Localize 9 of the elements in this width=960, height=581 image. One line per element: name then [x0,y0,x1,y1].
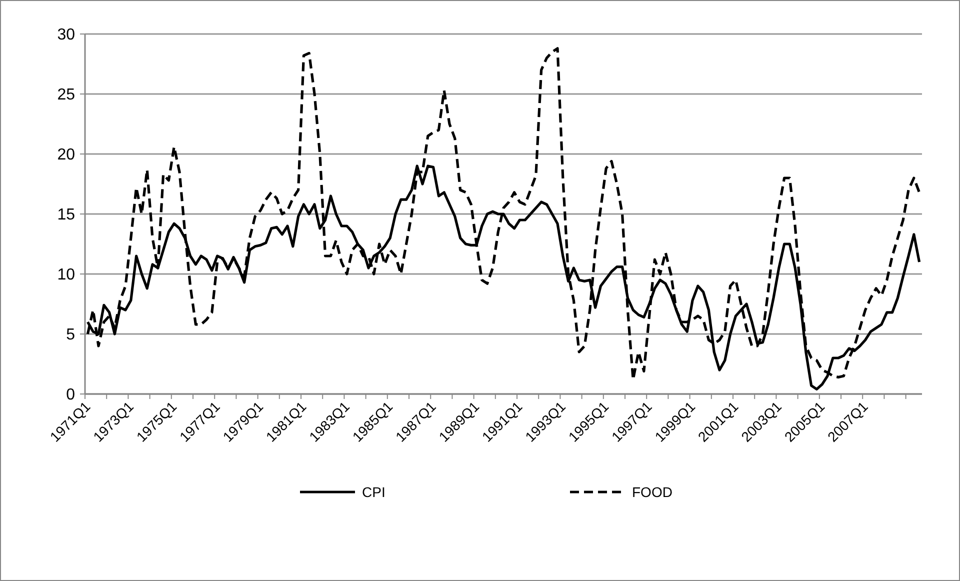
y-tick-label: 30 [57,26,76,44]
y-tick-label: 20 [57,146,76,164]
y-tick-label: 0 [66,386,76,404]
y-tick-label: 25 [57,86,76,104]
y-tick-label: 10 [57,266,76,284]
y-tick-label: 5 [66,326,76,344]
legend-label: CPI [362,484,386,500]
legend-label: FOOD [632,484,672,500]
y-tick-label: 15 [57,206,76,224]
